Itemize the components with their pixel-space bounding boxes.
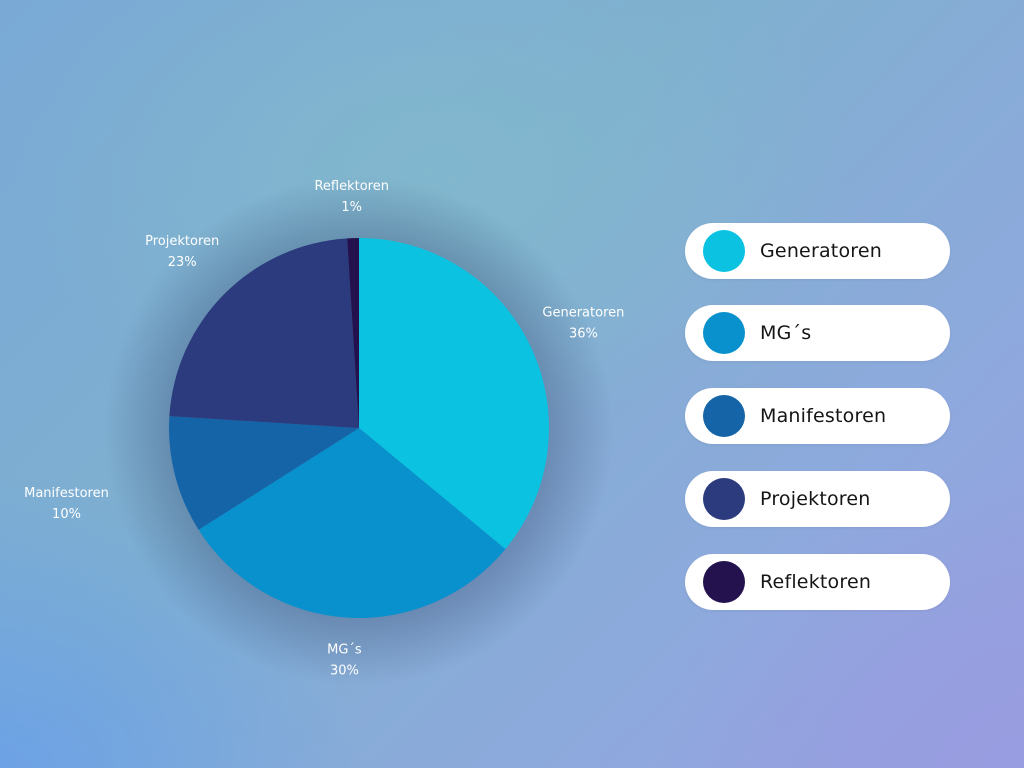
legend-item-mgs: MG´s bbox=[685, 305, 950, 361]
slice-label-mgs: MG´s bbox=[327, 643, 362, 658]
legend-item-reflektoren: Reflektoren bbox=[685, 554, 950, 610]
slice-label-projektoren: Projektoren bbox=[145, 234, 219, 249]
pie-slice-generatoren bbox=[359, 238, 550, 550]
legend-label-generatoren: Generatoren bbox=[760, 240, 882, 262]
slice-value-manifestoren: 10% bbox=[52, 507, 81, 522]
legend-label-mgs: MG´s bbox=[760, 322, 812, 344]
pie-slice-manifestoren bbox=[168, 416, 359, 530]
pie-slice-mgs bbox=[198, 428, 506, 619]
slice-label-manifestoren: Manifestoren bbox=[24, 486, 109, 501]
slice-value-mgs: 30% bbox=[330, 664, 359, 679]
slice-value-generatoren: 36% bbox=[569, 326, 598, 341]
legend-swatch-reflektoren bbox=[703, 561, 745, 603]
legend-swatch-mgs bbox=[703, 312, 745, 354]
pie-labels: Generatoren 36% MG´s 30% Manifestoren 10% Proj… bbox=[24, 179, 624, 678]
legend-item-projektoren: Projektoren bbox=[685, 471, 950, 527]
pie-slices bbox=[168, 237, 550, 619]
legend-item-manifestoren: Manifestoren bbox=[685, 388, 950, 444]
legend-item-generatoren: Generatoren bbox=[685, 223, 950, 279]
legend-swatch-generatoren bbox=[703, 230, 745, 272]
legend-swatch-manifestoren bbox=[703, 395, 745, 437]
pie-slice-projektoren bbox=[169, 238, 359, 428]
slice-value-projektoren: 23% bbox=[168, 255, 197, 270]
legend-label-reflektoren: Reflektoren bbox=[760, 571, 872, 593]
slice-label-reflektoren: Reflektoren bbox=[314, 179, 389, 194]
legend-swatch-projektoren bbox=[703, 478, 745, 520]
legend-label-manifestoren: Manifestoren bbox=[760, 405, 887, 427]
slice-value-reflektoren: 1% bbox=[341, 200, 362, 215]
slice-label-generatoren: Generatoren bbox=[542, 305, 624, 320]
legend-label-projektoren: Projektoren bbox=[760, 488, 871, 510]
pie-slice-reflektoren bbox=[347, 237, 359, 428]
